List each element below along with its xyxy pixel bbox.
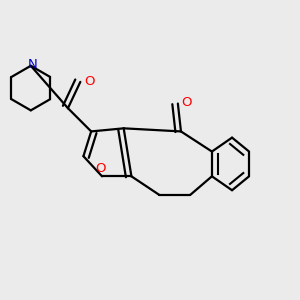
Text: O: O — [181, 95, 192, 109]
Text: O: O — [84, 75, 94, 88]
Text: N: N — [28, 58, 37, 71]
Text: O: O — [95, 162, 106, 175]
